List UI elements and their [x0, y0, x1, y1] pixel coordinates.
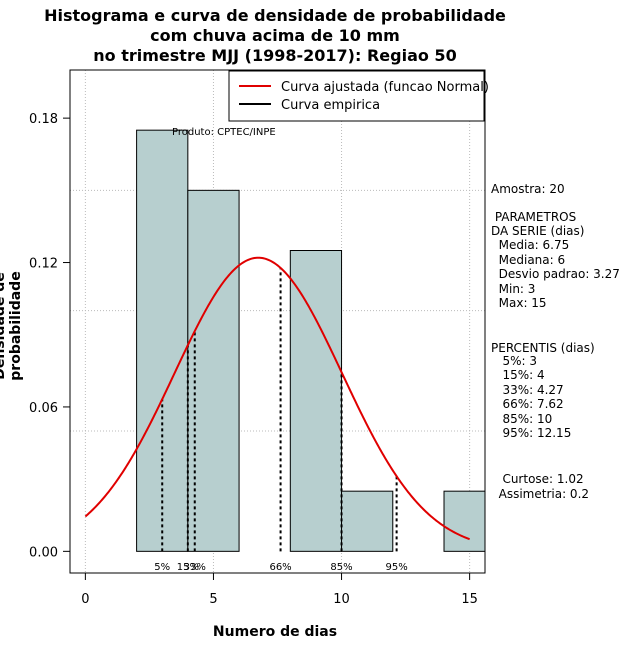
percentile-label: 33% [184, 562, 206, 573]
y-tick-label: 0.00 [29, 545, 58, 560]
y-axis-label: Densidade de probabilidade [0, 271, 24, 381]
legend-empirical-label: Curva empirica [281, 98, 380, 113]
percentile-label: 15% [177, 562, 199, 573]
stat-percentis-title: PERCENTIS (dias) [491, 341, 595, 355]
legend: Curva ajustada (funcao Normal) Curva emp… [228, 70, 489, 122]
y-tick-label: 0.18 [29, 112, 58, 127]
percentile-label: 66% [269, 562, 291, 573]
chart-title-line-2: com chuva acima de 10 mm [150, 26, 400, 45]
histogram-bar [341, 490, 394, 552]
x-tick-label: 5 [209, 592, 217, 607]
percentile-label: 5% [154, 562, 170, 573]
stat-p33: 33%: 4.27 [491, 383, 564, 397]
stat-min: Min: 3 [491, 282, 536, 296]
percentile-lines: 5% 15%33% 66% 85% 95% [154, 267, 408, 573]
histogram-bar [443, 490, 486, 552]
stat-p66: 66%: 7.62 [491, 397, 564, 411]
legend-normal-label: Curva ajustada (funcao Normal) [281, 80, 489, 95]
histogram-bar [187, 189, 240, 552]
grid-lines [70, 69, 485, 573]
normal-curve [84, 256, 470, 541]
chart-title-line-3: no trimestre MJJ (1998-2017): Regiao 50 [93, 46, 457, 65]
x-tick-label: 0 [81, 592, 89, 607]
percentile-label: 95% [386, 562, 408, 573]
x-tick-label: 10 [333, 592, 350, 607]
stat-parametros-title: PARAMETROS DA SERIE (dias) [491, 210, 585, 238]
stat-curtose: Curtose: 1.02 [491, 472, 584, 486]
percentile-label: 85% [330, 562, 352, 573]
stat-media: Media: 6.75 [491, 238, 570, 252]
legend-box [228, 70, 485, 122]
y-tick-label: 0.06 [29, 401, 58, 416]
stat-mediana: Mediana: 6 [491, 253, 566, 267]
stat-desvio: Desvio padrao: 3.27 [491, 267, 620, 281]
x-axis-label: Numero de dias [212, 624, 338, 640]
stat-max: Max: 15 [491, 296, 547, 310]
stat-amostra: Amostra: 20 [491, 182, 565, 196]
stat-p15: 15%: 4 [491, 368, 545, 382]
stat-assimetria: Assimetria: 0.2 [491, 487, 590, 501]
stat-p95: 95%: 12.15 [491, 426, 572, 440]
histogram-bars [136, 129, 486, 552]
x-axis: 0 5 10 15 [81, 573, 478, 607]
product-label: Produto: CPTEC/INPE [172, 127, 276, 138]
y-axis: 0.00 0.06 0.12 0.18 [29, 112, 70, 560]
histogram-bar [289, 250, 343, 552]
stat-p5: 5%: 3 [491, 354, 537, 368]
plot-frame [69, 69, 486, 574]
chart-title-line-1: Histograma e curva de densidade de proba… [44, 6, 506, 25]
x-tick-label: 15 [461, 592, 478, 607]
y-tick-label: 0.12 [29, 257, 58, 272]
stat-p85: 85%: 10 [491, 412, 553, 426]
histogram-bar [136, 129, 189, 552]
